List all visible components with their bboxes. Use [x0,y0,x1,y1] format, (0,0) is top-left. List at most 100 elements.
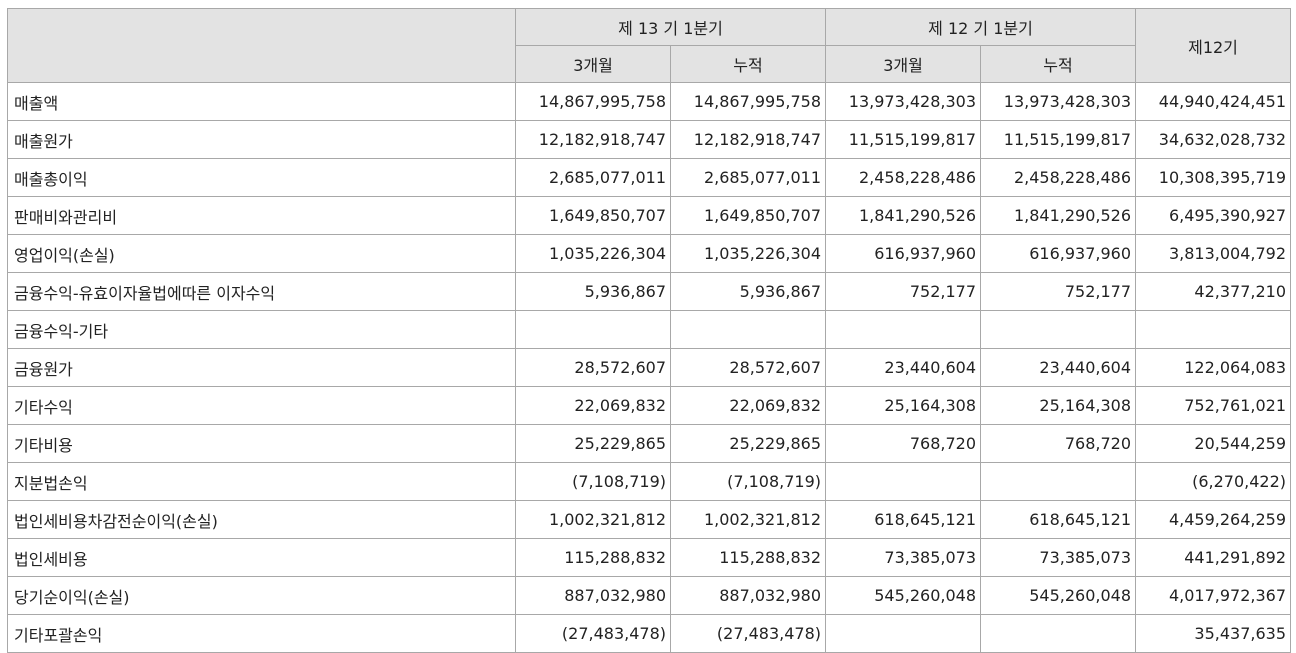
cell-prior-cumulative: 2,458,228,486 [980,158,1136,197]
cell-current-cumulative: 887,032,980 [670,576,826,615]
row-label: 지분법손익 [7,462,516,501]
cell-current-cumulative: 22,069,832 [670,386,826,425]
cell-year: (6,270,422) [1135,462,1291,501]
cell-current-cumulative: (7,108,719) [670,462,826,501]
cell-current-cumulative: 25,229,865 [670,424,826,463]
row-label: 기타수익 [7,386,516,425]
header-current-3m: 3개월 [515,45,671,83]
cell-prior-cumulative: 545,260,048 [980,576,1136,615]
cell-current-3m: 887,032,980 [515,576,671,615]
cell-year: 10,308,395,719 [1135,158,1291,197]
cell-year: 4,017,972,367 [1135,576,1291,615]
cell-prior-3m: 768,720 [825,424,981,463]
cell-prior-cumulative [980,614,1136,653]
header-period-year: 제12기 [1135,8,1291,83]
cell-current-cumulative: 28,572,607 [670,348,826,387]
cell-year: 42,377,210 [1135,272,1291,311]
cell-year: 35,437,635 [1135,614,1291,653]
table-row: 법인세비용차감전순이익(손실) 1,002,321,812 1,002,321,81… [7,500,1291,539]
cell-prior-3m: 545,260,048 [825,576,981,615]
cell-prior-3m [825,310,981,349]
cell-year: 752,761,021 [1135,386,1291,425]
cell-current-cumulative: 5,936,867 [670,272,826,311]
cell-current-3m: 2,685,077,011 [515,158,671,197]
table-row: 금융원가 28,572,607 28,572,607 23,440,604 23,440… [7,348,1291,387]
cell-year: 44,940,424,451 [1135,82,1291,121]
header-current-cumulative: 누적 [670,45,826,83]
cell-prior-cumulative [980,310,1136,349]
cell-current-3m: 12,182,918,747 [515,120,671,159]
table-row: 매출원가 12,182,918,747 12,182,918,747 11,515,1… [7,120,1291,159]
cell-prior-cumulative: 73,385,073 [980,538,1136,577]
cell-year: 20,544,259 [1135,424,1291,463]
cell-year: 122,064,083 [1135,348,1291,387]
cell-prior-3m: 752,177 [825,272,981,311]
cell-prior-cumulative: 618,645,121 [980,500,1136,539]
cell-year: 6,495,390,927 [1135,196,1291,235]
header-period-current: 제 13 기 1분기 [515,8,826,46]
cell-year: 4,459,264,259 [1135,500,1291,539]
cell-prior-cumulative: 11,515,199,817 [980,120,1136,159]
table-row: 지분법손익 (7,108,719) (7,108,719) (6,270,422) [7,462,1291,501]
cell-current-cumulative: 14,867,995,758 [670,82,826,121]
cell-current-3m: 25,229,865 [515,424,671,463]
cell-current-cumulative: 1,035,226,304 [670,234,826,273]
cell-current-3m: 14,867,995,758 [515,82,671,121]
cell-current-3m: 28,572,607 [515,348,671,387]
cell-current-cumulative: 2,685,077,011 [670,158,826,197]
row-label: 법인세비용 [7,538,516,577]
cell-current-3m: 5,936,867 [515,272,671,311]
table-row: 판매비와관리비 1,649,850,707 1,649,850,707 1,841,2… [7,196,1291,235]
cell-prior-3m [825,614,981,653]
table-body: 매출액 14,867,995,758 14,867,995,758 13,973,42… [7,82,1291,653]
row-label: 판매비와관리비 [7,196,516,235]
table-row: 기타비용 25,229,865 25,229,865 768,720 768,720 20… [7,424,1291,463]
table-row: 금융수익-유효이자율법에따른 이자수익 5,936,867 5,936,867 752… [7,272,1291,311]
cell-current-3m: 22,069,832 [515,386,671,425]
table-row: 매출액 14,867,995,758 14,867,995,758 13,973,42… [7,82,1291,121]
cell-prior-3m: 73,385,073 [825,538,981,577]
header-account-blank [7,8,516,83]
table-row: 기타포괄손익 (27,483,478) (27,483,478) 35,437,635 [7,614,1291,653]
cell-year: 3,813,004,792 [1135,234,1291,273]
row-label: 당기순이익(손실) [7,576,516,615]
cell-prior-cumulative: 23,440,604 [980,348,1136,387]
cell-current-cumulative: 1,649,850,707 [670,196,826,235]
cell-current-3m: 115,288,832 [515,538,671,577]
table-row: 매출총이익 2,685,077,011 2,685,077,011 2,458,228… [7,158,1291,197]
cell-prior-cumulative: 25,164,308 [980,386,1136,425]
table-row: 법인세비용 115,288,832 115,288,832 73,385,073 73,… [7,538,1291,577]
cell-prior-3m: 25,164,308 [825,386,981,425]
cell-prior-cumulative [980,462,1136,501]
row-label: 금융원가 [7,348,516,387]
cell-prior-3m: 616,937,960 [825,234,981,273]
header-period-prior: 제 12 기 1분기 [825,8,1136,46]
cell-current-cumulative: 1,002,321,812 [670,500,826,539]
row-label: 매출원가 [7,120,516,159]
header-prior-3m: 3개월 [825,45,981,83]
cell-prior-3m: 11,515,199,817 [825,120,981,159]
cell-current-cumulative: 115,288,832 [670,538,826,577]
cell-prior-cumulative: 752,177 [980,272,1136,311]
cell-prior-3m: 618,645,121 [825,500,981,539]
cell-current-3m [515,310,671,349]
header-prior-cumulative: 누적 [980,45,1136,83]
row-label: 법인세비용차감전순이익(손실) [7,500,516,539]
table-row: 영업이익(손실) 1,035,226,304 1,035,226,304 616,93… [7,234,1291,273]
table-header: 제 13 기 1분기 제 12 기 1분기 제12기 3개월 누적 3개월 누적 [7,8,1291,83]
cell-prior-3m [825,462,981,501]
cell-current-3m: (7,108,719) [515,462,671,501]
row-label: 매출총이익 [7,158,516,197]
cell-prior-cumulative: 616,937,960 [980,234,1136,273]
cell-prior-cumulative: 13,973,428,303 [980,82,1136,121]
cell-prior-cumulative: 1,841,290,526 [980,196,1136,235]
cell-current-3m: (27,483,478) [515,614,671,653]
cell-current-cumulative: 12,182,918,747 [670,120,826,159]
cell-year: 34,632,028,732 [1135,120,1291,159]
cell-prior-cumulative: 768,720 [980,424,1136,463]
table-row: 기타수익 22,069,832 22,069,832 25,164,308 25,164… [7,386,1291,425]
table-row: 금융수익-기타 [7,310,1291,349]
row-label: 금융수익-기타 [7,310,516,349]
cell-prior-3m: 2,458,228,486 [825,158,981,197]
cell-year: 441,291,892 [1135,538,1291,577]
